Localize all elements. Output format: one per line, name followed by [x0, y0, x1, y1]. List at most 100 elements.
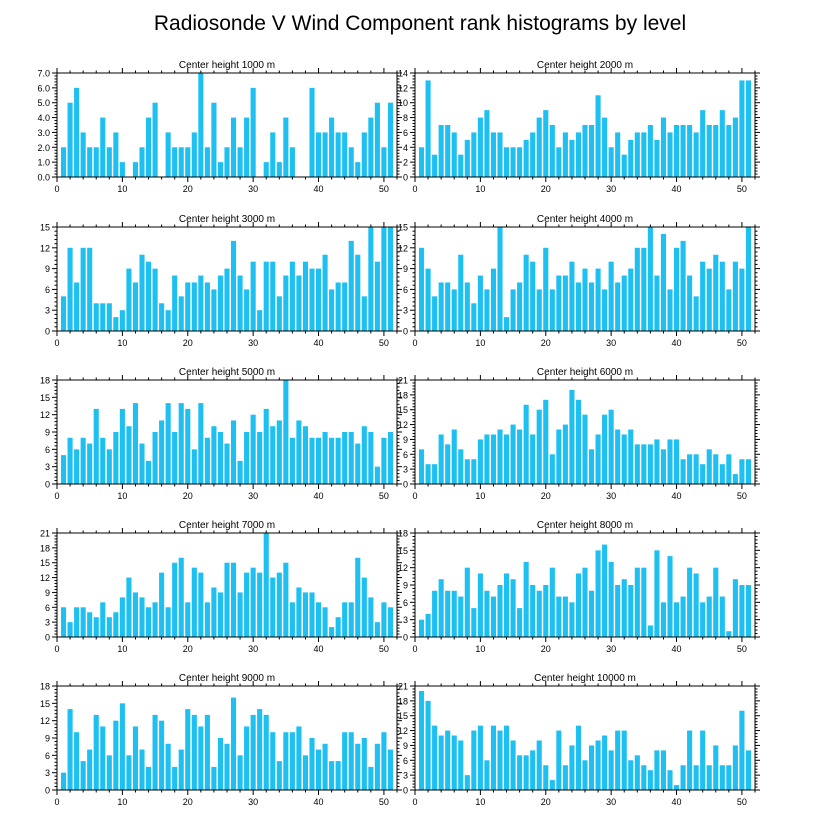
x-tick-label: 40 — [672, 184, 682, 194]
histogram-bar — [119, 162, 125, 177]
histogram-bar — [185, 709, 191, 790]
histogram-bar — [80, 437, 86, 484]
y-tick-label: 12 — [398, 243, 408, 253]
histogram-bar — [543, 399, 549, 484]
x-tick-label: 30 — [606, 797, 616, 807]
x-tick-label: 40 — [314, 644, 324, 654]
histogram-bar — [67, 709, 73, 790]
x-tick-label: 40 — [672, 338, 682, 348]
histogram-bar — [477, 725, 483, 790]
histogram-bar — [80, 607, 86, 637]
histogram-bar — [556, 275, 562, 331]
y-tick-label: 12 — [398, 563, 408, 573]
histogram-bar — [713, 454, 719, 484]
histogram-bar — [289, 261, 295, 331]
y-tick-label: 0 — [403, 327, 408, 337]
histogram-bar — [87, 749, 93, 790]
histogram-bar — [451, 429, 457, 484]
histogram-bar — [530, 132, 536, 177]
histogram-bar — [106, 617, 112, 637]
histogram-bar — [673, 602, 680, 637]
histogram-bar — [660, 233, 667, 331]
histogram-bar — [263, 162, 269, 177]
histogram-bar — [464, 567, 470, 637]
histogram-bar — [484, 434, 490, 484]
histogram-bar — [687, 454, 693, 484]
histogram-bar — [374, 743, 380, 790]
histogram-bar — [87, 247, 93, 331]
histogram-panel: Center height 4000 m 0 3 6 9 12 15 0 10 20 30 40 50 — [398, 214, 760, 348]
y-tick-label: 15 — [398, 546, 408, 556]
histogram-bar — [634, 755, 640, 790]
histogram-bar — [361, 738, 367, 790]
histogram-bar — [368, 432, 374, 484]
histogram-bar — [693, 765, 699, 790]
histogram-bar — [438, 125, 444, 177]
histogram-bar — [348, 602, 354, 637]
histogram-bar — [270, 261, 276, 331]
histogram-bar — [348, 432, 354, 484]
histogram-bar — [329, 289, 335, 331]
histogram-bar — [536, 289, 542, 331]
histogram-bar — [634, 444, 640, 484]
x-tick-label: 20 — [541, 797, 551, 807]
histogram-bar — [477, 275, 483, 331]
histogram-bar — [159, 303, 165, 331]
histogram-bar — [569, 602, 575, 637]
histogram-bar — [342, 732, 348, 790]
histogram-bar — [490, 132, 497, 177]
histogram-bar — [536, 409, 542, 484]
histogram-bar — [451, 590, 457, 637]
histogram-bar — [667, 289, 673, 331]
histogram-bar — [556, 429, 562, 484]
x-tick-label: 40 — [672, 491, 682, 501]
y-tick-label: 9 — [403, 435, 408, 445]
histogram-bar — [315, 437, 322, 484]
histogram-bar — [687, 730, 693, 790]
histogram-bar — [445, 444, 451, 484]
histogram-bar — [263, 408, 269, 484]
histogram-bar — [510, 579, 516, 637]
histogram-bar — [732, 117, 738, 177]
histogram-bar — [700, 261, 706, 331]
histogram-bar — [211, 766, 217, 790]
y-tick-label: 18 — [398, 390, 408, 400]
histogram-bar — [647, 444, 653, 484]
histogram-bar — [309, 592, 315, 637]
y-tick-label: 15 — [40, 393, 50, 403]
histogram-bar — [244, 117, 250, 177]
histogram-bar — [523, 254, 529, 331]
x-tick-label: 30 — [606, 644, 616, 654]
histogram-bar — [503, 317, 510, 331]
y-tick-label: 3 — [403, 306, 408, 316]
y-tick-label: 0 — [403, 633, 408, 643]
x-tick-label: 40 — [672, 644, 682, 654]
histogram-bar — [602, 544, 608, 637]
histogram-bar — [244, 289, 250, 331]
histogram-bar — [335, 617, 341, 637]
x-tick-label: 40 — [672, 797, 682, 807]
histogram-bar — [602, 117, 608, 177]
histogram-bar — [296, 726, 302, 790]
x-tick-label: 10 — [117, 338, 127, 348]
histogram-bar — [113, 612, 119, 637]
x-tick-label: 10 — [117, 797, 127, 807]
histogram-bar — [355, 557, 361, 637]
histogram-bar — [654, 439, 660, 484]
y-tick-label: 0 — [45, 786, 50, 796]
histogram-bar — [582, 414, 588, 484]
histogram-bar — [634, 132, 640, 177]
histogram-bar — [745, 227, 752, 331]
histogram-bar — [726, 454, 732, 484]
histogram-bar — [523, 755, 529, 790]
x-tick-label: 30 — [606, 338, 616, 348]
x-tick-label: 0 — [54, 491, 59, 501]
histogram-bar — [119, 408, 125, 484]
histogram-bar — [484, 590, 490, 637]
histogram-bar — [700, 464, 706, 484]
histogram-bar — [641, 444, 647, 484]
histogram-bar — [608, 409, 614, 484]
y-tick-label: 12 — [40, 243, 50, 253]
histogram-bar — [588, 125, 595, 177]
histogram-bar — [67, 102, 73, 177]
